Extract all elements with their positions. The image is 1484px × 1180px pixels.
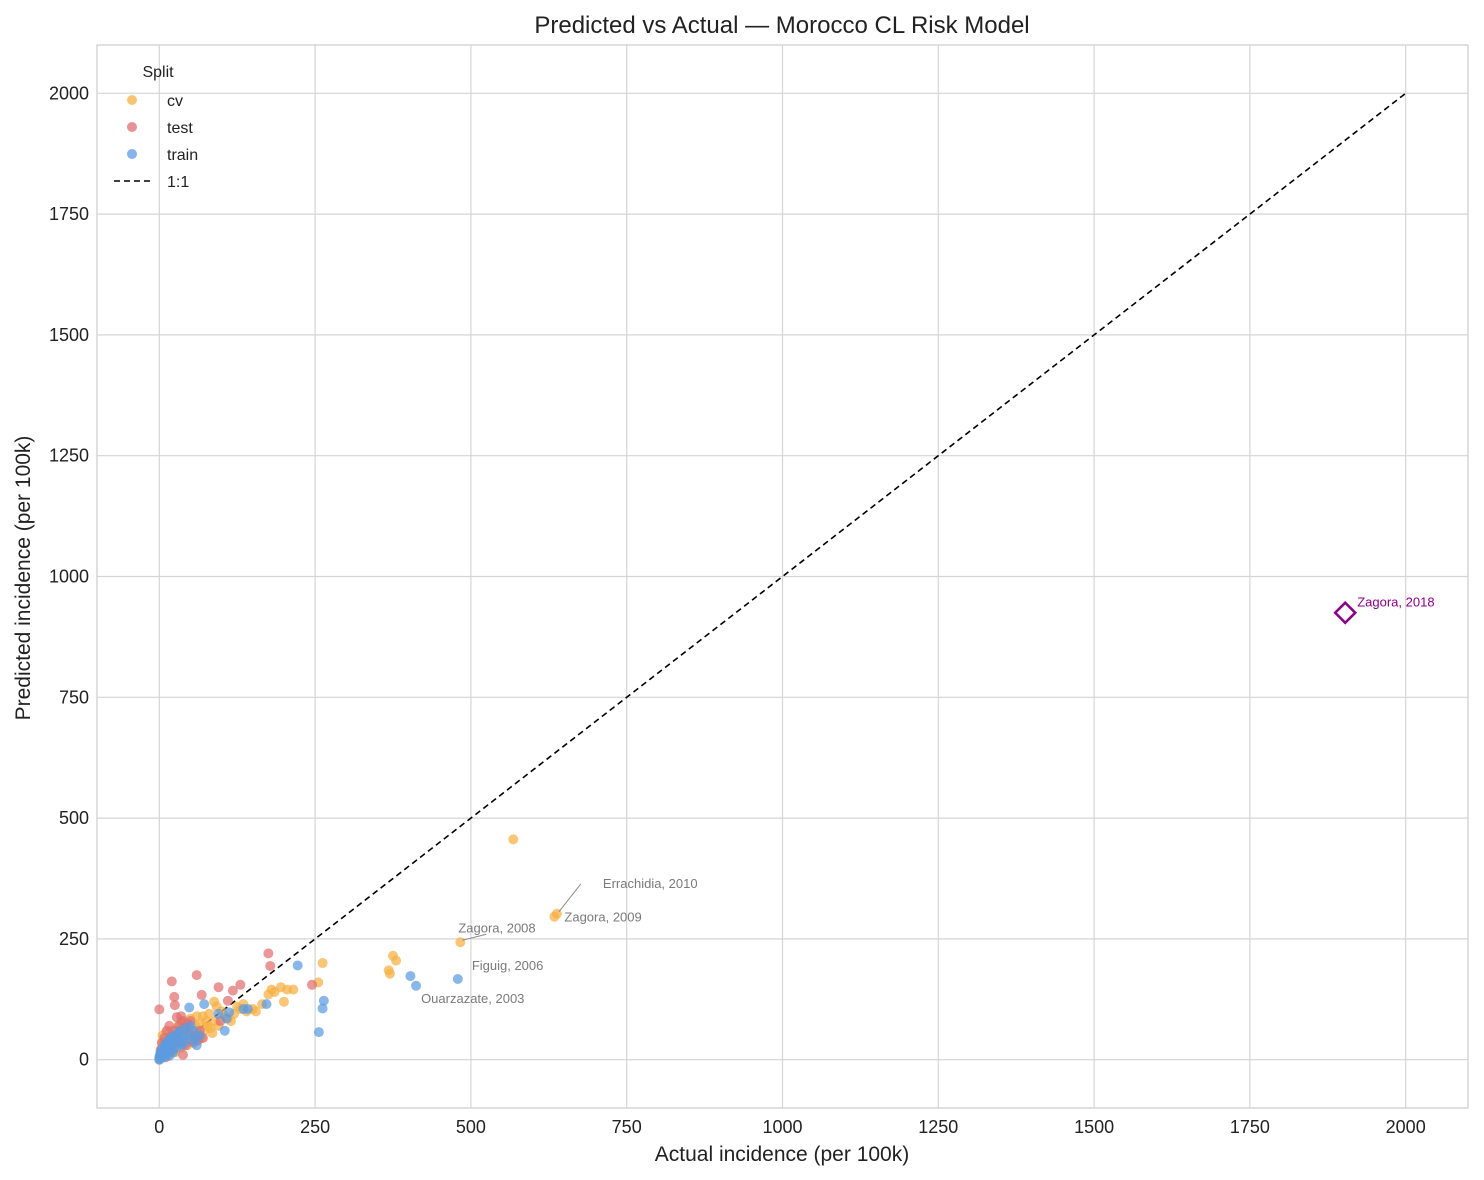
- highlight-diamond-marker: [1333, 600, 1358, 625]
- point-cv: [384, 968, 395, 979]
- legend-marker-cv: [127, 95, 137, 105]
- one-to-one-line: [158, 92, 1407, 1061]
- annotation-label: Errachidia, 2010: [603, 876, 698, 891]
- y-tick-label: 2000: [49, 83, 89, 103]
- annotation-leader: [558, 883, 582, 913]
- point-cv: [508, 834, 519, 845]
- point-train: [219, 1025, 230, 1036]
- x-tick-label: 0: [154, 1117, 164, 1137]
- point-cv: [278, 996, 289, 1007]
- chart-title: Predicted vs Actual — Morocco CL Risk Mo…: [534, 12, 1029, 39]
- point-cv: [317, 958, 328, 969]
- y-tick-label: 1250: [49, 446, 89, 466]
- annotation-label: Figuig, 2006: [472, 958, 544, 973]
- point-cv: [455, 937, 466, 948]
- point-cv: [250, 1006, 261, 1017]
- point-test: [154, 1004, 165, 1015]
- y-tick-label: 1500: [49, 325, 89, 345]
- annotation-label: Zagora, 2009: [564, 910, 641, 925]
- y-tick-label: 250: [59, 929, 89, 949]
- annotation-leader: [462, 933, 487, 941]
- point-train: [313, 1027, 324, 1038]
- point-train: [224, 1007, 235, 1018]
- point-test: [306, 979, 317, 990]
- x-tick-label: 250: [300, 1117, 330, 1137]
- x-tick-label: 1250: [918, 1117, 958, 1137]
- point-test: [177, 1049, 188, 1060]
- legend-title: Split: [142, 64, 174, 81]
- point-cv: [207, 1028, 218, 1039]
- x-tick-label: 1000: [762, 1117, 802, 1137]
- point-train: [194, 1030, 205, 1041]
- point-test: [222, 995, 233, 1006]
- legend-label-train: train: [167, 147, 198, 164]
- point-test: [191, 970, 202, 981]
- y-tick-label: 0: [79, 1050, 89, 1070]
- legend: Split cv test train 1:1: [114, 64, 198, 191]
- y-tick-label: 1000: [49, 567, 89, 587]
- point-train: [242, 1003, 253, 1014]
- point-train: [213, 1008, 224, 1019]
- annotation-label: Ouarzazate, 2003: [421, 991, 524, 1006]
- x-axis-title: Actual incidence (per 100k): [655, 1143, 909, 1166]
- highlight: Zagora, 2018: [1333, 595, 1435, 625]
- point-test: [227, 985, 238, 996]
- point-train: [191, 1040, 202, 1051]
- point-train: [452, 973, 463, 984]
- point-test: [169, 1000, 180, 1011]
- x-tick-label: 2000: [1386, 1117, 1426, 1137]
- highlight-label: Zagora, 2018: [1357, 595, 1434, 610]
- point-train: [411, 980, 422, 991]
- data-points: [154, 834, 562, 1065]
- point-train: [317, 1003, 328, 1014]
- point-test: [263, 948, 274, 959]
- point-test: [213, 982, 224, 993]
- point-test: [166, 976, 177, 987]
- annotation-label: Zagora, 2008: [458, 920, 535, 935]
- x-tick-label: 1500: [1074, 1117, 1114, 1137]
- x-tick-label: 500: [456, 1117, 486, 1137]
- legend-label-test: test: [167, 120, 193, 137]
- legend-marker-train: [127, 149, 137, 159]
- point-train: [261, 999, 272, 1010]
- y-tick-label: 750: [59, 687, 89, 707]
- legend-marker-test: [127, 122, 137, 132]
- legend-label-cv: cv: [167, 93, 183, 110]
- point-train: [405, 971, 416, 982]
- point-test: [265, 960, 276, 971]
- point-train: [199, 999, 210, 1010]
- point-train: [292, 960, 303, 971]
- point-test: [196, 989, 207, 1000]
- point-cv: [204, 1008, 215, 1019]
- point-test: [169, 991, 180, 1002]
- point-cv: [288, 984, 299, 995]
- point-test: [235, 979, 246, 990]
- axis-ticks: 0 250 500 750 1000 1250 1500 1750 2000 0 250 500 750…: [49, 83, 1426, 1137]
- point-train: [318, 995, 329, 1006]
- point-cv: [391, 955, 402, 966]
- x-tick-label: 750: [612, 1117, 642, 1137]
- point-train: [184, 1002, 195, 1013]
- x-tick-label: 1750: [1230, 1117, 1270, 1137]
- y-tick-label: 500: [59, 808, 89, 828]
- legend-label-line: 1:1: [167, 174, 189, 191]
- y-tick-label: 1750: [49, 204, 89, 224]
- y-axis-title: Predicted incidence (per 100k): [12, 436, 35, 721]
- grid: [97, 45, 1468, 1108]
- annotations: Errachidia, 2010 Zagora, 2009 Zagora, 2008…: [421, 876, 698, 1006]
